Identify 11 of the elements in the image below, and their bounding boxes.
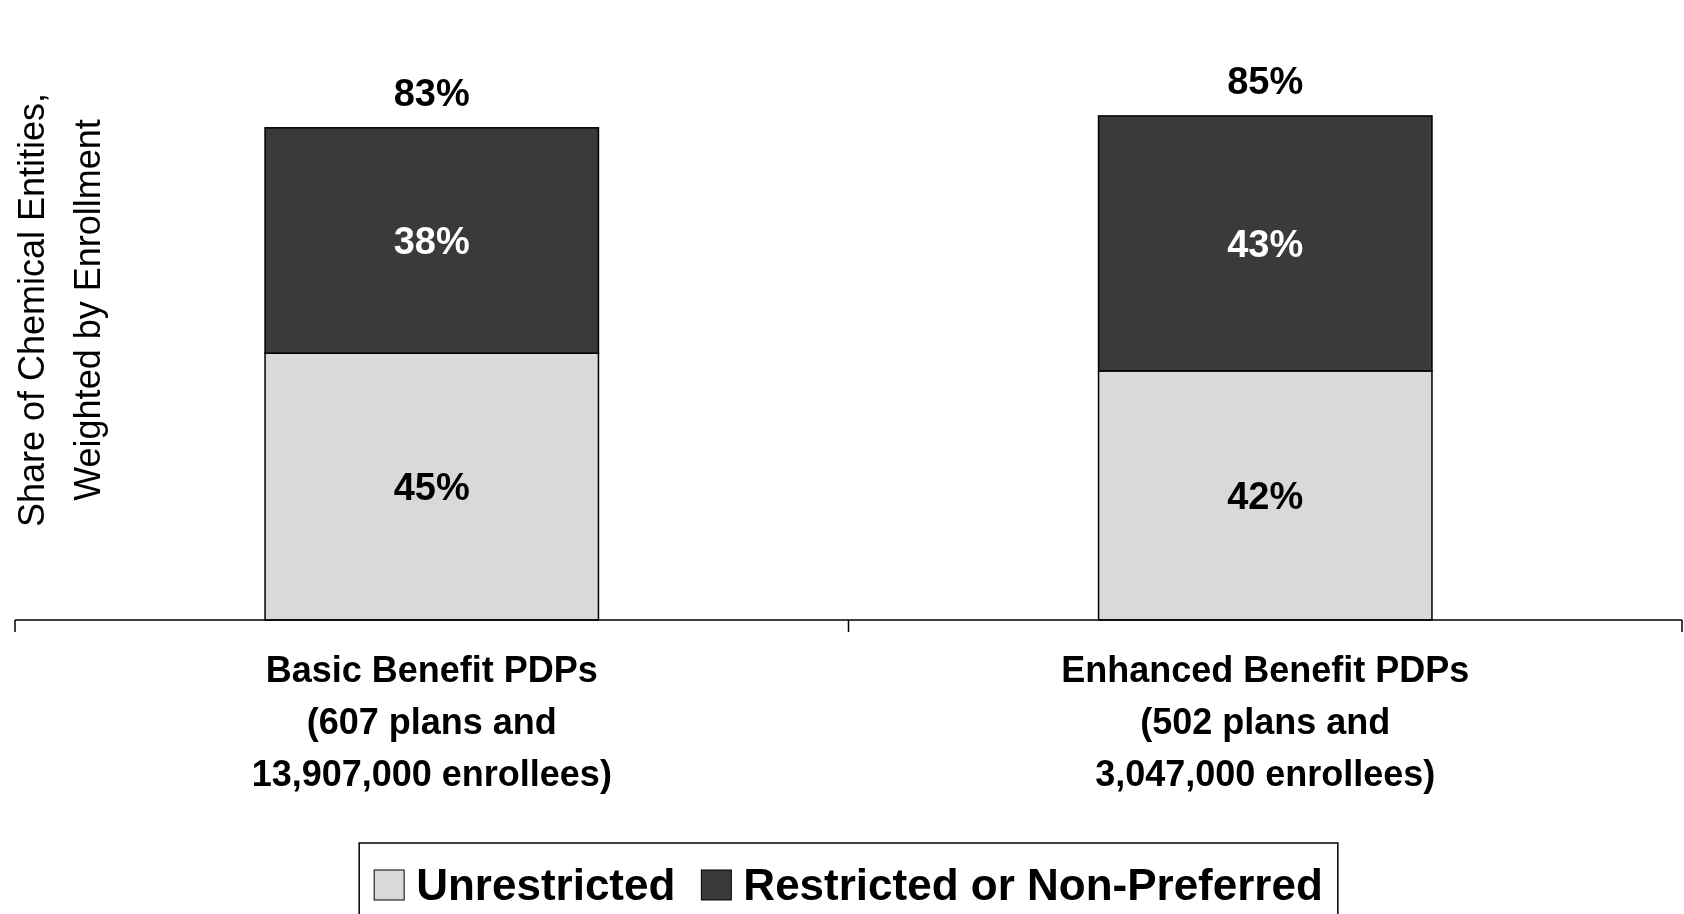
data-label: 38% [393, 219, 470, 262]
y-axis-title: Share of Chemical Entities, Weighted by Enrollment [11, 92, 108, 528]
total-label: 85% [1227, 59, 1304, 102]
data-label: 45% [393, 465, 470, 508]
data-label: 43% [1227, 222, 1304, 265]
x-tick-label: Enhanced Benefit PDPs (502 plans and 3,047,000 enrollees) [1061, 649, 1470, 794]
x-tick-label: Basic Benefit PDPs (607 plans and 13,907,000 enrollees) [251, 649, 612, 794]
legend-label: Restricted or Non-Preferred [743, 860, 1323, 910]
legend-label: Unrestricted [416, 860, 676, 910]
total-label: 83% [393, 71, 470, 114]
data-label: 42% [1227, 474, 1304, 517]
